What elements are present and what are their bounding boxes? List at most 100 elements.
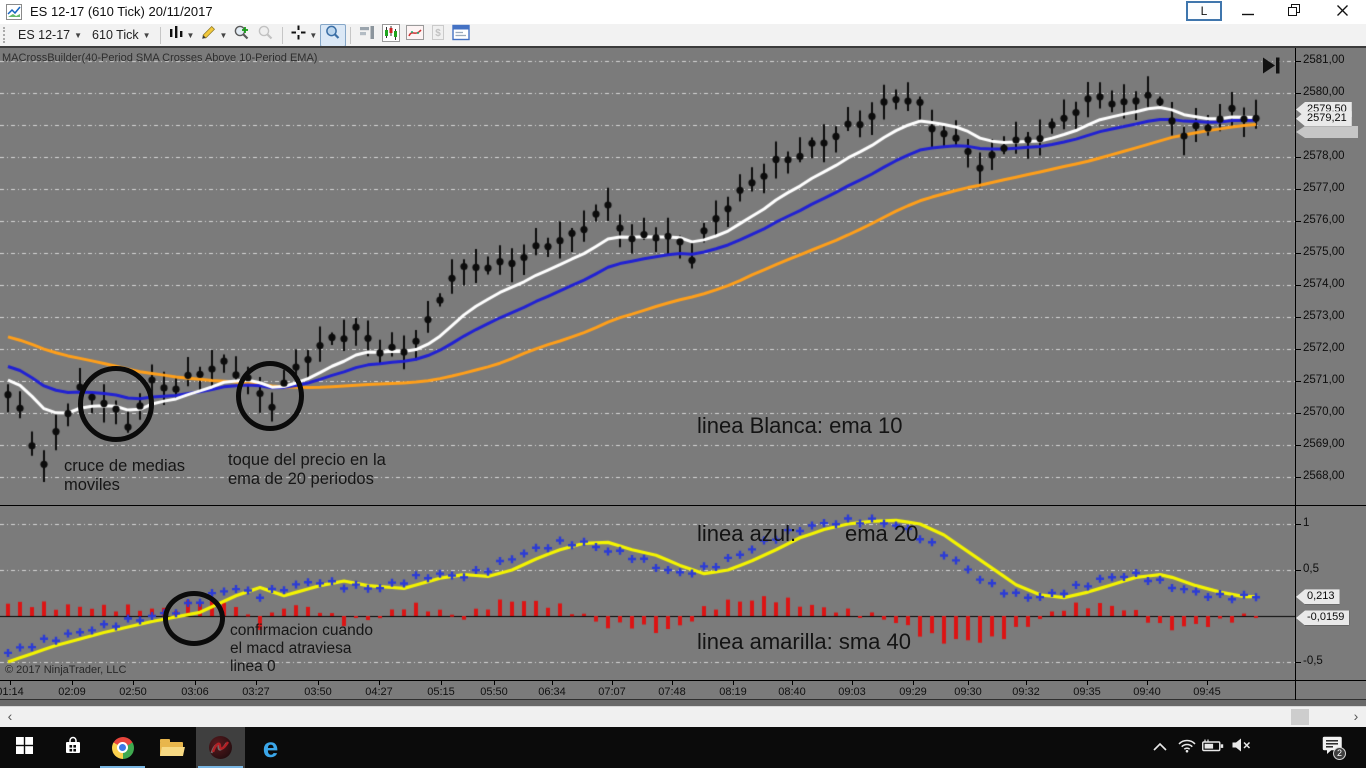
time-axis-tick	[441, 681, 442, 685]
action-center-button[interactable]	[1318, 727, 1348, 768]
chart-bottom-border	[0, 699, 1366, 700]
chart-overlay-button[interactable]	[403, 25, 427, 46]
note-line: cruce de medias	[64, 457, 186, 475]
annotation-circle[interactable]	[163, 591, 225, 646]
time-axis-label: 03:27	[242, 686, 270, 698]
price-touch-note[interactable]: toque del precio en la ema de 20 periodo…	[228, 451, 386, 489]
account-dollar-button[interactable]: $	[427, 25, 449, 46]
chrome-button[interactable]	[98, 727, 147, 768]
chart-window-icon	[6, 4, 22, 25]
note-line: toque del precio en la	[228, 451, 386, 469]
properties-panel-icon	[452, 24, 470, 46]
macd-axis-tick	[1296, 570, 1301, 571]
restore-icon	[1288, 3, 1300, 21]
instrument-selector[interactable]: ES 12-17 ▼	[13, 25, 87, 45]
instrument-link-button[interactable]: L	[1186, 1, 1222, 21]
ninjatrader-button[interactable]	[196, 727, 245, 768]
chart-trader-button[interactable]	[355, 25, 379, 46]
properties-button[interactable]	[449, 24, 473, 46]
time-axis-label: 09:32	[1012, 686, 1040, 698]
price-axis-label: 2568,00	[1303, 470, 1345, 482]
tray-expand-button[interactable]	[1150, 727, 1170, 768]
time-axis-label: 09:30	[954, 686, 982, 698]
macd-axis-label: 1	[1303, 517, 1310, 529]
note-line: confirmacion cuando	[230, 622, 374, 639]
time-axis-tick	[1087, 681, 1088, 685]
go-to-end-button[interactable]	[1262, 57, 1282, 79]
indicators-button[interactable]	[379, 23, 403, 46]
volume-tray-button[interactable]	[1228, 727, 1254, 768]
chevron-down-icon: ▼	[186, 30, 195, 40]
horizontal-scrollbar[interactable]: ‹ ›	[0, 706, 1366, 727]
drawing-tools-button[interactable]: ▼	[197, 25, 230, 46]
price-axis-label: 2576,00	[1303, 214, 1345, 226]
time-axis-label: 02:09	[58, 686, 86, 698]
instrument-label: ES 12-17	[18, 28, 71, 42]
windows-store-button[interactable]	[48, 727, 97, 768]
time-axis-tick	[852, 681, 853, 685]
macd-confirmation-note[interactable]: confirmacion cuando el macd atraviesa li…	[230, 622, 373, 676]
note-line: el macd atraviesa	[230, 640, 352, 657]
toolbar-grip[interactable]	[3, 27, 7, 43]
file-explorer-button[interactable]	[147, 727, 196, 768]
time-axis-label: 06:34	[538, 686, 566, 698]
price-axis-label: 2580,00	[1303, 86, 1345, 98]
annotation-circle[interactable]	[78, 366, 154, 442]
data-box-button[interactable]	[320, 23, 347, 47]
interval-label: 610 Tick	[92, 28, 139, 42]
note-line: moviles	[64, 476, 120, 494]
price-axis-tick	[1296, 157, 1301, 158]
scroll-left-arrow[interactable]: ‹	[7, 708, 13, 724]
time-axis-label: 05:15	[427, 686, 455, 698]
panel-separator[interactable]	[0, 505, 1366, 506]
chevron-down-icon: ▼	[142, 30, 151, 40]
bar-type-icon	[168, 24, 185, 46]
close-button[interactable]	[1326, 2, 1358, 22]
crosshair-button[interactable]: ▼	[287, 25, 320, 46]
annotation-circle[interactable]	[236, 361, 304, 431]
power-tray-button[interactable]	[1200, 727, 1226, 768]
minimize-button[interactable]	[1232, 2, 1264, 22]
chart-trader-icon	[358, 24, 376, 46]
price-axis-tick	[1296, 317, 1301, 318]
edge-button[interactable]: e	[246, 727, 295, 768]
time-axis-label: 03:06	[181, 686, 209, 698]
minimize-icon	[1242, 3, 1254, 21]
interval-selector[interactable]: 610 Tick ▼	[87, 25, 155, 45]
price-axis-label: 2569,00	[1303, 438, 1345, 450]
start-button[interactable]	[0, 727, 49, 768]
time-axis-tick	[1147, 681, 1148, 685]
ma-legend-annotation[interactable]: linea Blanca: ema 10 linea azul: ema 20 …	[697, 336, 918, 732]
dollar-icon: $	[430, 24, 446, 46]
zoom-out-icon	[257, 24, 275, 47]
time-axis-tick	[72, 681, 73, 685]
time-axis-tick	[612, 681, 613, 685]
time-axis-label: 05:50	[480, 686, 508, 698]
scroll-right-arrow[interactable]: ›	[1353, 708, 1359, 724]
zoom-in-button[interactable]	[230, 25, 254, 46]
legend-line-white: linea Blanca: ema 10	[697, 413, 903, 438]
time-axis-tick	[913, 681, 914, 685]
chevron-down-icon: ▼	[219, 30, 228, 40]
scrollbar-thumb[interactable]	[1291, 709, 1309, 725]
time-axis-tick	[256, 681, 257, 685]
price-axis-label: 2581,00	[1303, 54, 1345, 66]
price-axis-label: 2573,00	[1303, 310, 1345, 322]
wifi-tray-button[interactable]	[1175, 727, 1199, 768]
chart-canvas[interactable]	[0, 48, 1295, 700]
time-axis-tick	[379, 681, 380, 685]
ma-cross-note[interactable]: cruce de medias moviles	[64, 457, 185, 495]
price-axis-tick	[1296, 189, 1301, 190]
time-axis-tick	[733, 681, 734, 685]
toolbar-separator	[159, 26, 161, 44]
window-titlebar[interactable]: ES 12-17 (610 Tick) 20/11/2017 L	[0, 0, 1366, 24]
bar-type-button[interactable]: ▼	[165, 25, 198, 46]
time-axis-tick	[10, 681, 11, 685]
window-title: ES 12-17 (610 Tick) 20/11/2017	[30, 4, 213, 19]
time-axis-label: 07:07	[598, 686, 626, 698]
zoom-out-button[interactable]	[254, 25, 278, 46]
price-axis-label: 2572,00	[1303, 342, 1345, 354]
store-bag-icon	[63, 735, 83, 760]
restore-button[interactable]	[1278, 2, 1310, 22]
price-axis-tick	[1296, 445, 1301, 446]
